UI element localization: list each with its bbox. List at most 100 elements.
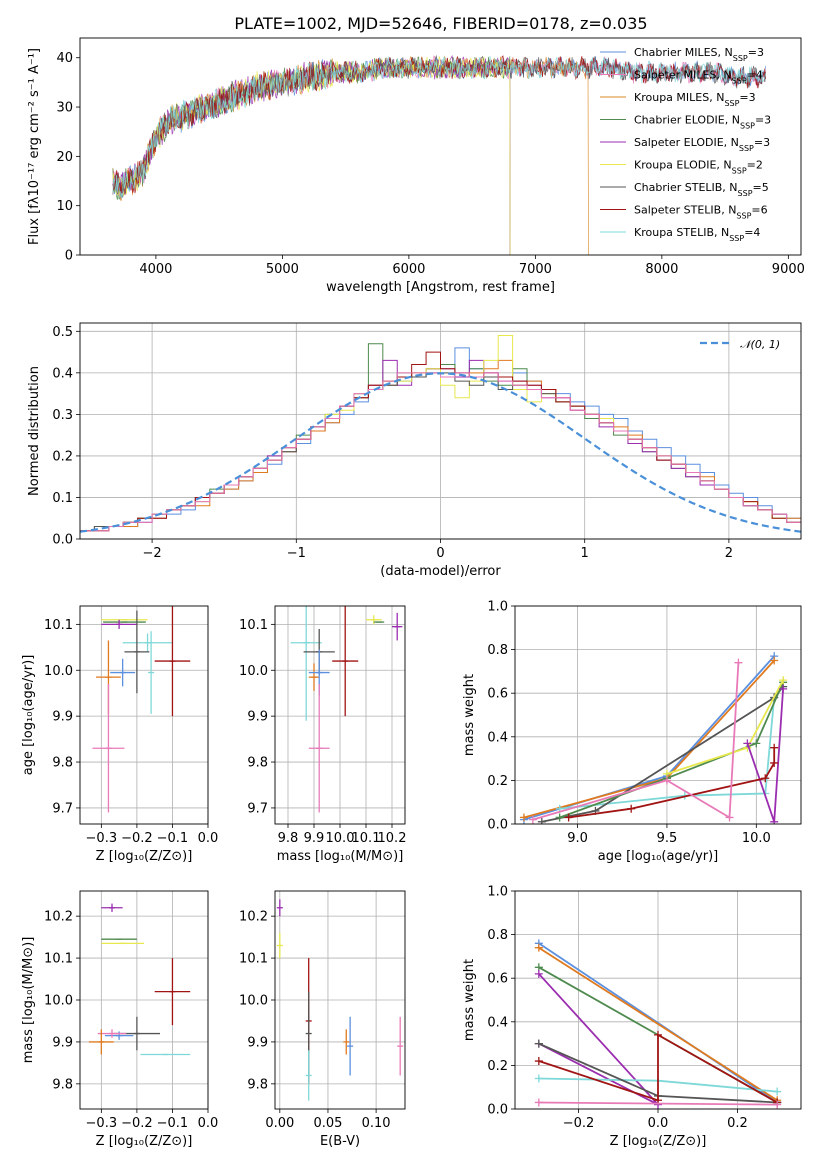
y-tick-label: 10.1 <box>239 618 268 633</box>
x-axis-label: Z [log₁₀(Z/Z⊙)] <box>96 849 193 864</box>
chart-title: PLATE=1002, MJD=52646, FIBERID=0178, z=0… <box>234 14 647 33</box>
y-tick-label: 0.2 <box>487 774 508 789</box>
x-tick-label: 0.10 <box>362 1116 391 1131</box>
x-tick-label: 4000 <box>139 262 172 277</box>
y-tick-label: 0.4 <box>487 730 508 745</box>
mass-vs-extinction-panel: 0.00 0.05 0.10 9.8 9.9 10.0 10.1 10.2 E(B-V) <box>239 890 406 1149</box>
x-tick-label: 6000 <box>392 262 425 277</box>
y-tick-label: 10.2 <box>239 910 268 925</box>
axes-frame <box>274 890 406 1110</box>
x-tick-label: 10.1 <box>352 831 381 846</box>
x-tick-label: 5000 <box>266 262 299 277</box>
histogram-series <box>80 372 801 532</box>
weight-marker <box>662 776 671 785</box>
age-vs-mass-panel: 9.8 9.9 10.010.110.29.79.89.910.010.1mass … <box>239 605 406 864</box>
axes-frame <box>274 605 406 825</box>
age-vs-metallicity-panel: −0.3 −0.2 −0.1 0.0 9.7 9.8 9.9 10.0 10.1 Z [log₁₀… <box>21 605 218 864</box>
x-tick-label: −0.3 <box>86 831 118 846</box>
legend-entry: 𝒩(0, 1) <box>740 338 780 351</box>
weight-marker <box>627 804 636 813</box>
weight-marker <box>770 817 779 824</box>
x-tick-label: 8000 <box>645 262 678 277</box>
axes-frame <box>79 322 802 540</box>
y-tick-label: 0.0 <box>487 818 508 833</box>
y-tick-label: 9.8 <box>52 1077 73 1092</box>
residual-histogram-panel: −2 −1 0 1 2 0.0 0.1 0.2 0.3 0.4 0.5 (data-model)/er… <box>27 322 802 579</box>
errorbars <box>88 903 191 1056</box>
weight-marker <box>534 1057 543 1066</box>
y-axis-label: mass weight <box>462 959 477 1041</box>
weight-marker <box>555 813 564 822</box>
legend-entry: Salpeter STELIB, NSSP=6 <box>634 204 768 221</box>
legend-entry: Kroupa MILES, NSSP=3 <box>634 91 756 108</box>
y-tick-label: 10.0 <box>44 994 73 1009</box>
weight-marker <box>564 813 573 822</box>
y-tick-label: 10.1 <box>239 952 268 967</box>
x-tick-label: 0.0 <box>198 1116 219 1131</box>
weight-marker <box>537 817 546 824</box>
y-axis-label: mass [log₁₀(M/M⊙)] <box>21 937 36 1064</box>
weight-marker <box>773 1087 782 1096</box>
weight-marker <box>528 815 537 824</box>
x-tick-label: 10.0 <box>326 831 355 846</box>
y-axis-label: Flux [fλ10⁻¹⁷ erg cm⁻² s⁻¹ A⁻¹] <box>27 48 42 245</box>
y-tick-label: 0 <box>65 249 73 264</box>
spectrum-series <box>112 56 511 255</box>
y-tick-label: 30 <box>56 101 73 116</box>
weight-series <box>538 1033 778 1104</box>
x-tick-label: −1 <box>287 546 306 561</box>
errorbars <box>276 899 404 1101</box>
mass-weight-vs-age-panel: 9.0 9.5 10.0 0.0 0.2 0.4 0.6 0.8 1.0 age [log₁₀(a… <box>462 600 802 864</box>
spectrum-lines <box>112 54 766 255</box>
x-axis-label: mass [log₁₀(M/M⊙)] <box>277 849 404 864</box>
x-tick-label: 9.5 <box>657 831 678 846</box>
weight-marker <box>534 943 543 952</box>
x-tick-label: 1 <box>581 546 589 561</box>
axes-frame <box>79 890 209 1110</box>
x-tick-label: 9.9 <box>304 831 325 846</box>
weight-marker <box>654 1030 662 1039</box>
weight-lines <box>534 939 782 1109</box>
normal-curve <box>80 372 801 533</box>
x-tick-label: −2 <box>143 546 162 561</box>
axes-frame <box>79 37 802 256</box>
y-tick-label: 0.4 <box>52 366 73 381</box>
x-tick-label: 10.0 <box>742 831 771 846</box>
y-tick-label: 10 <box>56 199 73 214</box>
x-axis-label: Z [log₁₀(Z/Z⊙)] <box>96 1134 193 1149</box>
y-tick-label: 9.9 <box>52 710 73 725</box>
x-tick-label: 0.00 <box>265 1116 294 1131</box>
spectrum-series <box>112 54 766 198</box>
x-tick-label: 9.8 <box>278 831 299 846</box>
weight-marker <box>534 1074 543 1083</box>
legend-entry: Kroupa ELODIE, NSSP=2 <box>634 159 763 176</box>
x-tick-label: 0 <box>436 546 444 561</box>
y-tick-label: 0.1 <box>52 491 73 506</box>
y-tick-label: 9.9 <box>247 1035 268 1050</box>
y-axis-label: Normed distribution <box>27 366 42 496</box>
x-tick-label: 0.05 <box>313 1116 342 1131</box>
x-tick-label: 2 <box>725 546 733 561</box>
x-tick-label: 0.2 <box>727 1116 748 1131</box>
y-tick-label: 0.2 <box>487 1059 508 1074</box>
mass-weight-vs-metallicity-panel: −0.2 0.0 0.2 0.0 0.2 0.4 0.6 0.8 1.0 Z [log₁₀(Z/Z… <box>462 885 802 1149</box>
y-tick-label: 0.6 <box>487 687 508 702</box>
spectrum-series <box>112 55 766 199</box>
x-axis-label: Z [log₁₀(Z/Z⊙)] <box>610 1134 707 1149</box>
weight-marker <box>725 813 734 822</box>
weight-series <box>532 662 740 821</box>
y-tick-label: 10.0 <box>44 664 73 679</box>
errorbars <box>290 606 403 813</box>
weight-marker <box>770 656 779 665</box>
weight-series <box>538 942 778 1104</box>
y-tick-label: 20 <box>56 150 73 165</box>
y-axis-label: age [log₁₀(age/yr)] <box>21 655 36 776</box>
y-tick-label: 10.0 <box>239 664 268 679</box>
legend-entry: Kroupa STELIB, NSSP=4 <box>634 226 760 243</box>
x-axis-label: (data-model)/error <box>380 564 501 579</box>
x-tick-label: 9.0 <box>567 831 588 846</box>
y-tick-label: 1.0 <box>487 885 508 900</box>
weight-marker <box>779 684 788 693</box>
y-tick-label: 9.7 <box>247 801 268 816</box>
